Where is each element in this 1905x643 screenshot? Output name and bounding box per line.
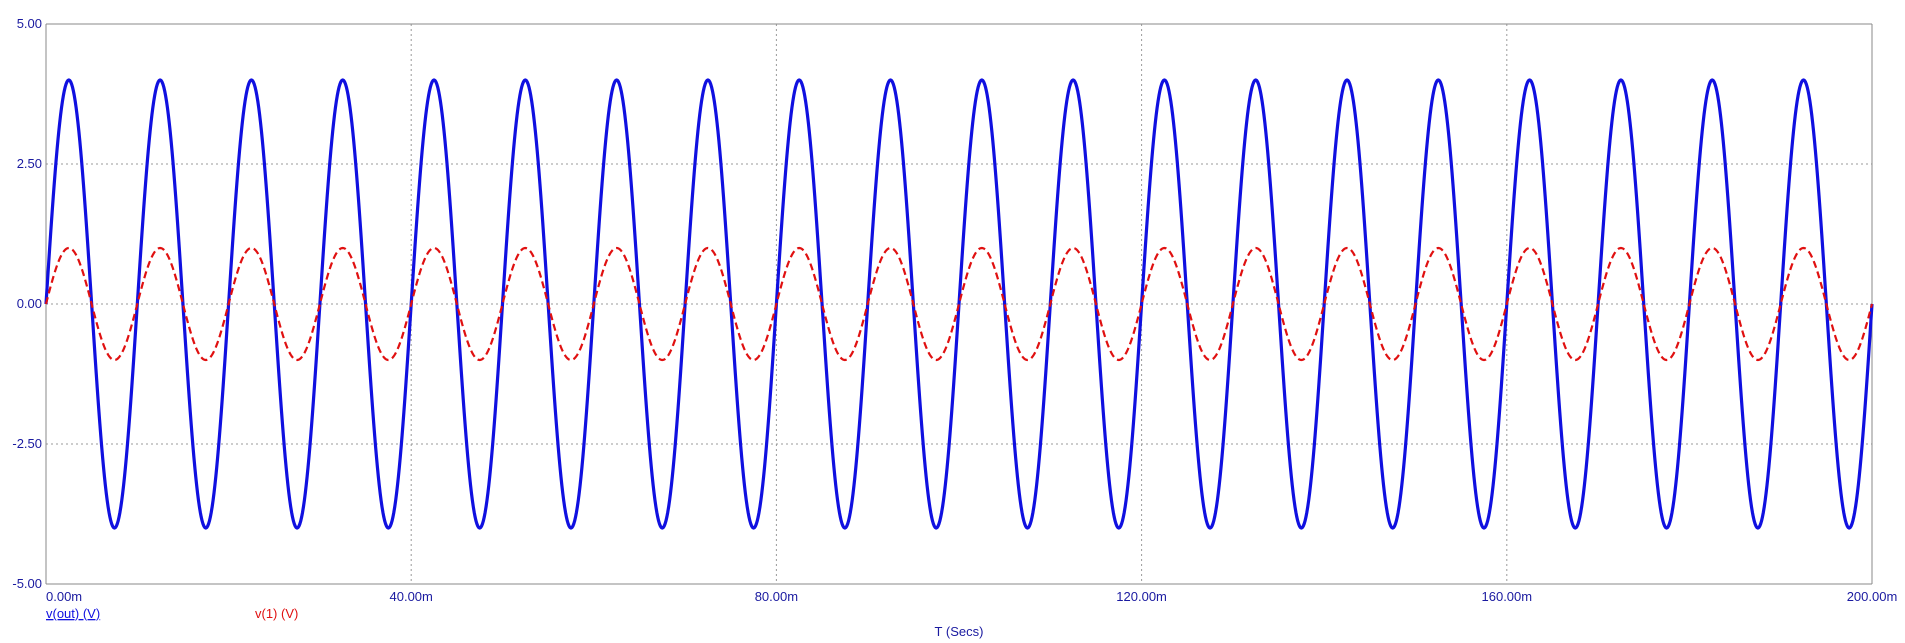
- y-tick-label: -5.00: [12, 576, 42, 591]
- x-axis-title: T (Secs): [935, 624, 984, 639]
- series: [44, 78, 1874, 530]
- trace-label-v1: v(1) (V): [255, 606, 298, 621]
- labels: 5.00 2.50 0.00 -2.50 -5.00 0.00m 40.00m 80.00m 1…: [12, 16, 1897, 639]
- x-tick-label: 200.00m: [1847, 589, 1898, 604]
- y-tick-label: 0.00: [17, 296, 42, 311]
- x-tick-label: 80.00m: [755, 589, 798, 604]
- y-tick-label: -2.50: [12, 436, 42, 451]
- x-tick-label: 120.00m: [1116, 589, 1167, 604]
- y-tick-label: 5.00: [17, 16, 42, 31]
- trace-label-vout[interactable]: v(out) (V): [46, 606, 100, 621]
- y-tick-label: 2.50: [17, 156, 42, 171]
- x-tick-label: 40.00m: [390, 589, 433, 604]
- x-tick-label: 0.00m: [46, 589, 82, 604]
- series-line-vout: [44, 78, 1874, 530]
- x-tick-label: 160.00m: [1482, 589, 1533, 604]
- series-line-v1: [44, 246, 1874, 362]
